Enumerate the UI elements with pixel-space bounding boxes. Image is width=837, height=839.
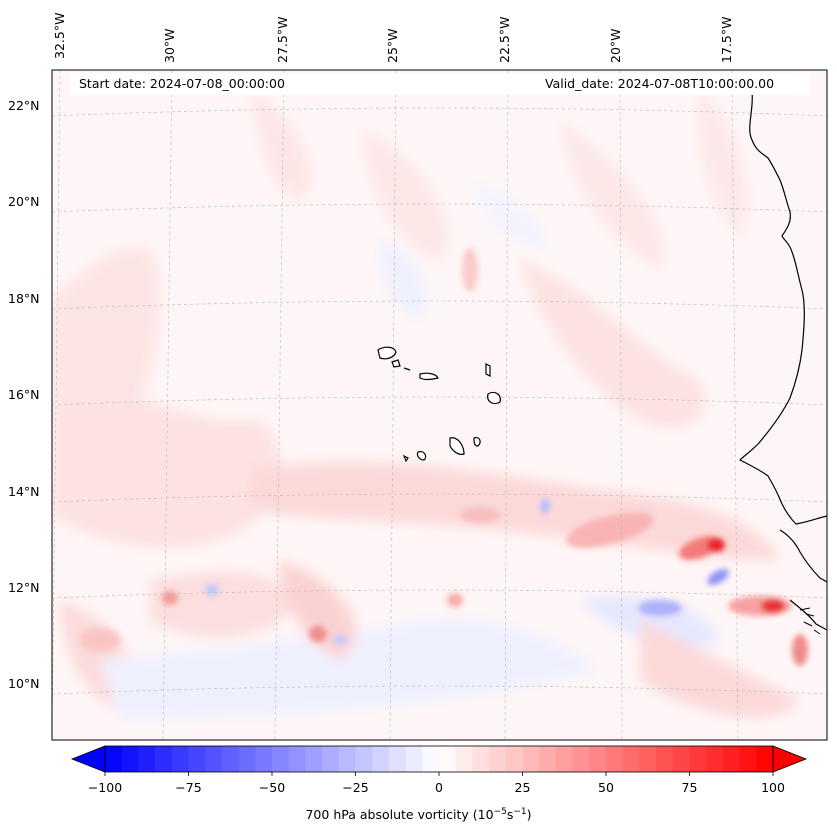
colorbar-min-extension	[70, 745, 106, 773]
colorbar-cell	[455, 746, 473, 772]
colorbar-cell	[138, 746, 156, 772]
colorbar-cell	[489, 746, 507, 772]
island-santiago	[449, 437, 465, 455]
lat-label: 16°N	[8, 387, 40, 402]
colorbar-cell	[405, 746, 423, 772]
colorbar-cell	[105, 746, 123, 772]
colorbar-cell	[639, 746, 657, 772]
colorbar-tick: −100	[87, 780, 123, 795]
colorbar-cell	[221, 746, 240, 772]
colorbar-cell	[756, 746, 774, 772]
colorbar-tick: −50	[258, 780, 286, 795]
colorbar-cell	[205, 746, 223, 772]
vorticity-map	[51, 69, 828, 741]
africa-coastline	[738, 91, 827, 631]
island-maio	[473, 437, 481, 447]
colorbar-tick: 100	[761, 780, 785, 795]
colorbar-cell	[706, 746, 724, 772]
colorbar-tick: 50	[598, 780, 614, 795]
island-santa-luzia	[403, 367, 411, 371]
colorbar-cell	[372, 746, 390, 772]
colorbar-cell	[439, 746, 457, 772]
colorbar-cell	[238, 746, 256, 772]
colorbar-cell	[355, 746, 373, 772]
colorbar	[70, 745, 808, 776]
colorbar-cell	[288, 746, 306, 772]
colorbar-cell	[121, 746, 139, 772]
colorbar-cell	[322, 746, 340, 772]
colorbar-max-extension	[772, 745, 808, 773]
colorbar-cell	[188, 746, 206, 772]
island-sal	[485, 363, 491, 377]
lat-label: 14°N	[8, 484, 40, 499]
colorbar-tick: −25	[342, 780, 369, 795]
colorbar-cell	[739, 746, 757, 772]
colorbar-cell	[572, 746, 590, 772]
start-date-label: Start date: 2024-07-08_00:00:00	[79, 76, 285, 91]
island-fogo	[416, 451, 427, 461]
island-sao-nicolau	[419, 372, 439, 381]
island-sao-vicente	[391, 359, 401, 368]
colorbar-tick: −75	[175, 780, 202, 795]
colorbar-tick: 75	[681, 780, 698, 795]
colorbar-cell	[656, 746, 674, 772]
colorbar-cell	[505, 746, 523, 772]
colorbar-cell	[672, 746, 690, 772]
colorbar-cell	[422, 746, 440, 772]
colorbar-cell	[522, 746, 540, 772]
lat-label: 12°N	[8, 580, 40, 595]
island-boa-vista	[487, 391, 501, 405]
colorbar-cell	[606, 746, 624, 772]
colorbar-cell	[388, 746, 407, 772]
island-brava	[402, 454, 409, 463]
lat-label: 20°N	[8, 194, 40, 209]
valid-date-label: Valid_date: 2024-07-08T10:00:00.00	[545, 76, 775, 91]
colorbar-cell	[689, 746, 707, 772]
colorbar-cell	[155, 746, 173, 772]
colorbar-title: 700 hPa absolute vorticity (10−5s−1)	[305, 807, 532, 823]
colorbar-cell	[539, 746, 557, 772]
lat-label: 18°N	[8, 291, 40, 306]
colorbar-cell	[171, 746, 189, 772]
colorbar-cell	[305, 746, 323, 772]
colorbar-cell	[589, 746, 607, 772]
colorbar-cell	[255, 746, 273, 772]
colorbar-cell	[722, 746, 741, 772]
island-santo-antao	[377, 346, 397, 360]
colorbar-cell	[472, 746, 490, 772]
colorbar-cell	[555, 746, 574, 772]
lat-label: 22°N	[8, 98, 40, 113]
lat-label: 10°N	[8, 676, 40, 691]
colorbar-cell	[622, 746, 640, 772]
colorbar-cell	[338, 746, 356, 772]
colorbar-cell	[272, 746, 290, 772]
colorbar-tick: 25	[514, 780, 531, 795]
colorbar-tick: 0	[435, 780, 443, 795]
